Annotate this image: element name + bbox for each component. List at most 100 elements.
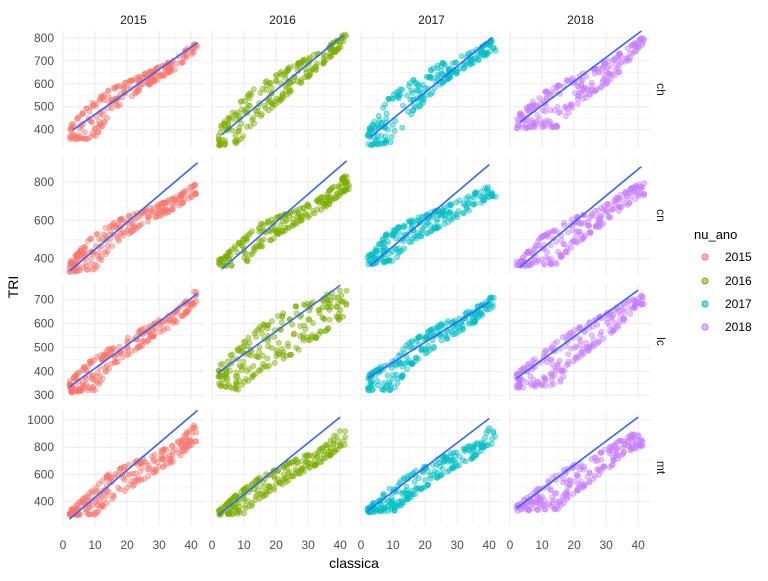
data-point — [90, 384, 97, 391]
points-ch-2017 — [364, 37, 499, 149]
data-point — [380, 491, 387, 497]
data-point — [567, 481, 574, 488]
data-point — [407, 96, 414, 103]
data-point — [242, 97, 248, 104]
data-point — [619, 306, 626, 313]
data-point — [408, 238, 415, 245]
data-point — [574, 473, 581, 479]
data-point — [118, 217, 125, 224]
data-point — [563, 488, 570, 495]
data-point — [146, 465, 153, 472]
x-tick-label-2017-20: 20 — [418, 538, 432, 552]
data-point — [317, 445, 324, 452]
y-tick-label-ch-400: 400 — [34, 123, 54, 137]
x-tick-label-2015-20: 20 — [120, 538, 134, 552]
data-point — [443, 207, 450, 214]
data-point — [395, 498, 401, 505]
data-point — [300, 337, 307, 344]
data-point — [568, 244, 574, 251]
data-point — [484, 50, 491, 57]
data-point — [282, 88, 289, 94]
data-point — [301, 56, 308, 63]
data-point — [475, 56, 482, 63]
data-point — [380, 380, 387, 386]
strip-label-col-2018: 2018 — [567, 13, 594, 27]
data-point — [250, 245, 257, 251]
data-point — [586, 470, 593, 476]
data-point — [120, 85, 127, 92]
data-point — [336, 41, 343, 48]
data-point — [530, 376, 537, 383]
data-point — [104, 347, 110, 354]
data-point — [403, 483, 410, 490]
data-point — [443, 333, 449, 340]
data-point — [127, 77, 134, 84]
fit-line-mt-2015 — [68, 409, 199, 520]
data-point — [87, 255, 94, 262]
data-point — [343, 301, 350, 308]
data-point — [327, 437, 334, 444]
data-point — [425, 328, 432, 334]
data-point — [545, 256, 552, 262]
data-point — [423, 74, 430, 80]
data-point — [86, 504, 93, 511]
data-point — [122, 463, 128, 470]
data-point — [377, 506, 384, 513]
y-tick-label-ch-500: 500 — [34, 100, 54, 114]
data-point — [565, 361, 571, 368]
data-point — [469, 454, 476, 461]
fit-line-lc-2017 — [366, 301, 490, 380]
data-point — [219, 136, 226, 143]
data-point — [448, 201, 455, 208]
data-point — [151, 469, 158, 476]
points-lc-2015 — [66, 288, 200, 396]
data-point — [216, 142, 223, 149]
data-point — [380, 104, 387, 111]
data-point — [631, 48, 638, 55]
data-point — [340, 38, 347, 45]
data-point — [554, 338, 560, 345]
data-point — [101, 119, 108, 125]
data-point — [391, 127, 398, 134]
data-point — [119, 354, 126, 361]
x-tick-label-2017-10: 10 — [386, 538, 400, 552]
data-point — [514, 125, 521, 132]
data-point — [235, 386, 241, 393]
data-point — [399, 124, 406, 131]
data-point — [604, 77, 611, 83]
data-point — [163, 199, 170, 206]
data-point — [93, 231, 100, 237]
data-point — [371, 139, 378, 146]
data-point — [277, 96, 284, 102]
data-point — [313, 198, 320, 204]
data-point — [486, 296, 493, 303]
data-point — [96, 380, 103, 387]
data-point — [383, 231, 390, 237]
data-point — [269, 104, 275, 111]
x-tick-label-2017-40: 40 — [483, 538, 497, 552]
data-point — [184, 443, 191, 450]
data-point — [95, 129, 102, 136]
y-tick-label-lc-300: 300 — [34, 388, 54, 402]
data-point — [67, 136, 74, 142]
x-tick-label-2018-40: 40 — [632, 538, 646, 552]
y-tick-label-mt-1000: 1000 — [27, 413, 54, 427]
fit-line-ch-2015 — [72, 41, 199, 131]
data-point — [148, 75, 155, 82]
data-point — [254, 111, 261, 117]
data-point — [179, 200, 186, 207]
data-point — [328, 186, 335, 192]
data-point — [233, 369, 240, 376]
data-point — [465, 320, 472, 327]
data-point — [588, 332, 595, 338]
data-point — [562, 249, 569, 255]
data-point — [407, 490, 414, 497]
data-point — [247, 90, 254, 97]
y-tick-label-ch-800: 800 — [34, 31, 54, 45]
data-point — [343, 287, 350, 294]
data-point — [243, 257, 250, 264]
data-point — [247, 230, 253, 236]
data-point — [548, 344, 555, 351]
data-point — [438, 63, 445, 69]
fit-line-lc-2018 — [515, 289, 639, 380]
